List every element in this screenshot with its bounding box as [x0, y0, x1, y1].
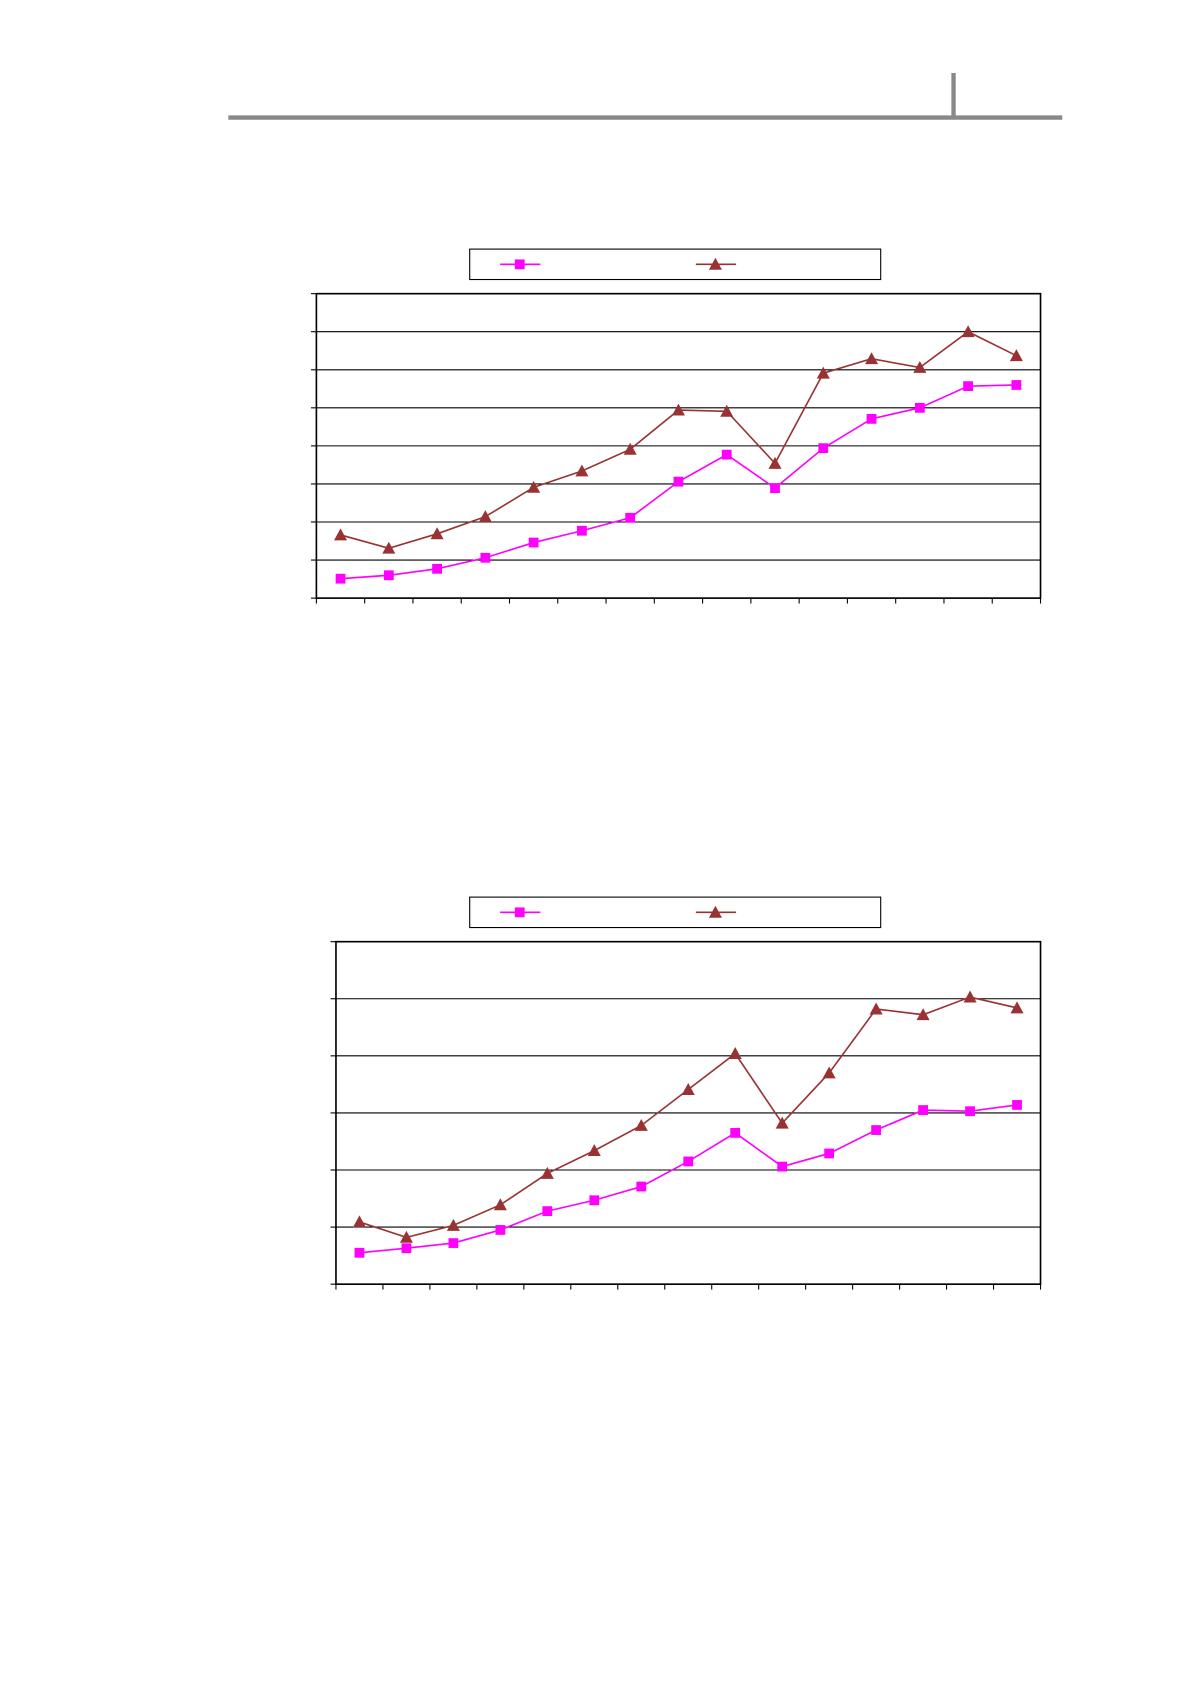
marker — [432, 563, 442, 574]
marker — [446, 1218, 460, 1231]
marker — [587, 1144, 601, 1157]
series-line — [359, 996, 1018, 1239]
marker — [480, 552, 491, 563]
marker — [918, 1105, 928, 1115]
marker — [575, 464, 589, 477]
marker — [721, 449, 732, 460]
marker — [514, 907, 525, 918]
marker — [527, 480, 541, 493]
marker — [334, 528, 348, 541]
marker — [913, 360, 927, 373]
marker — [961, 325, 975, 338]
marker — [354, 1247, 365, 1258]
marker — [708, 905, 722, 918]
marker — [871, 1125, 882, 1135]
plot-frame — [335, 940, 1042, 1285]
marker — [636, 1181, 647, 1192]
marker — [775, 1116, 789, 1129]
marker — [770, 483, 780, 494]
marker — [623, 442, 637, 455]
marker — [542, 1206, 553, 1216]
marker — [728, 1047, 742, 1059]
marker — [1009, 349, 1023, 362]
marker — [673, 476, 684, 487]
marker — [335, 573, 346, 584]
marker — [493, 1198, 507, 1211]
marker — [963, 381, 974, 392]
marker — [383, 570, 394, 581]
marker — [824, 1148, 835, 1159]
marker — [816, 366, 830, 379]
marker — [818, 443, 829, 454]
marker — [671, 403, 685, 416]
marker — [589, 1195, 600, 1206]
marker — [916, 1008, 930, 1021]
marker — [430, 527, 444, 540]
marker — [708, 257, 722, 270]
marker — [822, 1066, 836, 1079]
marker — [965, 1106, 975, 1117]
marker — [528, 537, 539, 548]
marker — [1012, 1100, 1022, 1110]
marker — [720, 404, 734, 417]
marker — [540, 1166, 554, 1179]
series-line — [340, 330, 1017, 550]
marker — [514, 259, 525, 270]
marker — [448, 1238, 459, 1248]
marker — [865, 352, 879, 365]
marker — [963, 990, 977, 1003]
plot-frame — [315, 292, 1042, 599]
marker — [625, 512, 636, 523]
marker — [478, 510, 492, 523]
marker — [777, 1161, 788, 1172]
marker — [1011, 380, 1022, 390]
marker — [399, 1230, 413, 1243]
marker — [914, 402, 925, 413]
marker — [495, 1225, 506, 1235]
marker — [768, 456, 782, 469]
marker — [1010, 1001, 1024, 1014]
marker — [683, 1156, 694, 1167]
marker — [401, 1243, 412, 1254]
marker — [577, 525, 587, 536]
marker — [634, 1118, 648, 1131]
marker — [730, 1128, 741, 1138]
marker — [382, 541, 396, 554]
marker — [866, 413, 877, 424]
marker — [869, 1002, 883, 1015]
marker — [352, 1215, 366, 1228]
marker — [681, 1082, 695, 1095]
